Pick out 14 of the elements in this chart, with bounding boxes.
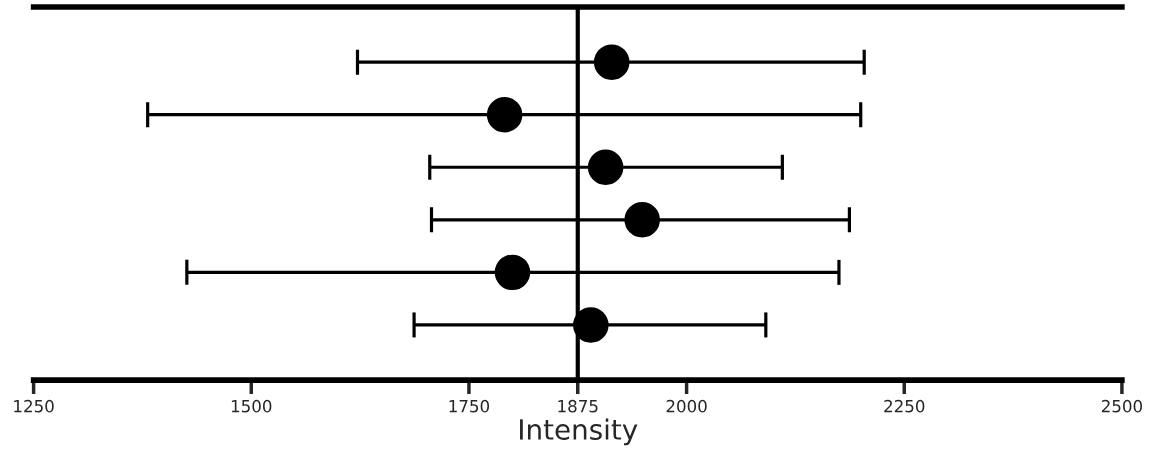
x-tick-label: 1250	[14, 399, 54, 413]
point	[593, 44, 630, 80]
point	[494, 254, 531, 291]
x-tick-label: 2250	[884, 399, 925, 413]
x-axis-title: Intensity	[520, 418, 638, 446]
point	[587, 149, 624, 186]
point	[486, 96, 523, 133]
point	[624, 202, 660, 238]
x-tick-label: 2500	[1101, 399, 1143, 413]
x-tick-label: 1875	[558, 399, 598, 413]
point	[573, 307, 609, 343]
x-tick-label: 1500	[231, 399, 272, 413]
x-tick-label: 1750	[449, 399, 490, 413]
x-tick-label: 2000	[666, 399, 707, 413]
